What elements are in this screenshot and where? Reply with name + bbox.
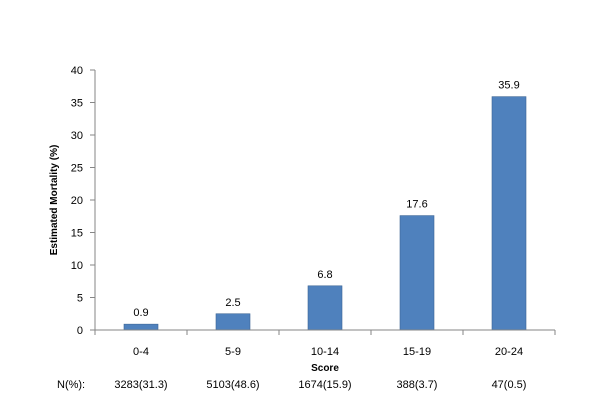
y-tick-label: 20 xyxy=(71,195,83,207)
y-tick-label: 25 xyxy=(71,163,83,175)
bar-5-9 xyxy=(215,313,251,331)
x-tick-label: 5-9 xyxy=(225,346,241,358)
y-axis-title: Estimated Mortality (%) xyxy=(49,145,60,256)
x-tick-label: 0-4 xyxy=(133,346,149,358)
x-tick-label: 10-14 xyxy=(311,346,339,358)
y-tick-label: 35 xyxy=(71,98,83,110)
bar-0-4 xyxy=(123,323,159,331)
bar-10-14 xyxy=(307,285,343,331)
data-labels: 0.9 2.5 6.8 17.6 35.9 xyxy=(133,80,519,319)
y-tick-label: 5 xyxy=(77,293,83,305)
n-row-value: 47(0.5) xyxy=(492,379,527,391)
x-axis-title: Score xyxy=(311,363,339,374)
n-row-value: 1674(15.9) xyxy=(298,379,351,391)
y-tick-label: 0 xyxy=(77,325,83,337)
data-label: 2.5 xyxy=(225,297,240,309)
y-tick-label: 10 xyxy=(71,260,83,272)
x-tick-label: 20-24 xyxy=(495,346,523,358)
y-tick-label: 40 xyxy=(71,65,83,77)
y-tick-label: 15 xyxy=(71,228,83,240)
n-row-value: 5103(48.6) xyxy=(206,379,259,391)
bar-20-24 xyxy=(491,96,527,331)
data-label: 35.9 xyxy=(498,80,519,92)
n-row-values: 3283(31.3) 5103(48.6) 1674(15.9) 388(3.7) 47… xyxy=(114,379,526,391)
bar-15-19 xyxy=(399,215,435,331)
data-label: 17.6 xyxy=(406,199,427,211)
n-row-value: 388(3.7) xyxy=(397,379,438,391)
data-label: 6.8 xyxy=(317,269,332,281)
bars xyxy=(123,96,527,331)
x-tick-label: 15-19 xyxy=(403,346,431,358)
n-row-value: 3283(31.3) xyxy=(114,379,167,391)
data-label: 0.9 xyxy=(133,307,148,319)
y-axis-ticks: 0 5 10 15 20 25 30 35 40 xyxy=(71,65,95,337)
y-tick-label: 30 xyxy=(71,130,83,142)
n-row-label: N(%): xyxy=(57,379,85,391)
x-axis-ticks: 0-4 5-9 10-14 15-19 20-24 xyxy=(94,330,556,358)
